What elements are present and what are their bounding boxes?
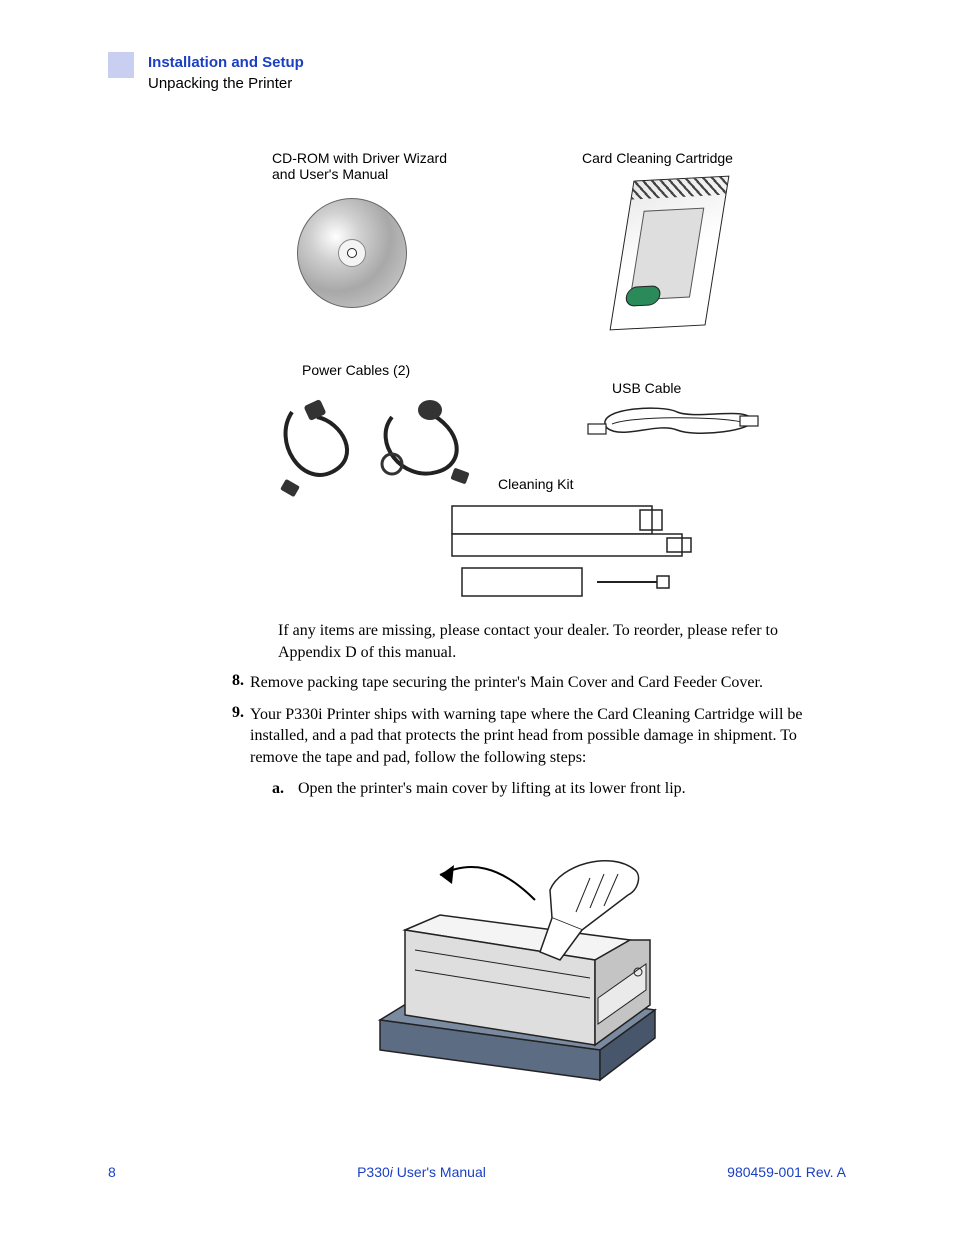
footer-manual-title: P330i User's Manual bbox=[116, 1164, 727, 1180]
section-title: Installation and Setup bbox=[148, 52, 304, 71]
page-number: 8 bbox=[108, 1164, 116, 1180]
step-9a: a. Open the printer's main cover by lift… bbox=[272, 778, 838, 800]
usb-cable-icon bbox=[582, 398, 762, 448]
step-9a-number: a. bbox=[272, 778, 298, 800]
step-9-text: Your P330i Printer ships with warning ta… bbox=[250, 706, 803, 766]
cd-hole bbox=[347, 248, 357, 258]
step-9: 9. Your P330i Printer ships with warning… bbox=[222, 704, 838, 800]
footer-title-part2: User's Manual bbox=[393, 1164, 486, 1180]
cleaning-kit-icon bbox=[442, 496, 702, 606]
cleaning-kit-label: Cleaning Kit bbox=[498, 476, 574, 492]
header-accent-box bbox=[108, 52, 134, 78]
cartridge-hatch bbox=[632, 177, 729, 200]
step-9-body: Your P330i Printer ships with warning ta… bbox=[250, 704, 838, 800]
section-subtitle: Unpacking the Printer bbox=[148, 75, 304, 92]
power-cable-icon bbox=[262, 382, 482, 502]
power-cables-label: Power Cables (2) bbox=[302, 362, 410, 378]
footer-title-part1: P330 bbox=[357, 1164, 390, 1180]
cartridge-illustration bbox=[622, 178, 717, 328]
footer-doc-rev: 980459-001 Rev. A bbox=[727, 1164, 846, 1180]
cd-disc-icon bbox=[297, 198, 407, 308]
usb-cable-label: USB Cable bbox=[612, 380, 681, 396]
cdrom-illustration bbox=[297, 198, 407, 308]
cartridge-label: Card Cleaning Cartridge bbox=[582, 150, 733, 166]
card-cleaning-cartridge-icon bbox=[610, 176, 730, 331]
cdrom-label-line1: CD-ROM with Driver Wizard bbox=[272, 150, 447, 166]
cartridge-roller bbox=[624, 285, 662, 307]
printer-icon bbox=[350, 820, 690, 1090]
usb-cable-illustration bbox=[582, 398, 762, 448]
step-9a-text: Open the printer's main cover by lifting… bbox=[298, 778, 686, 800]
page-header: Installation and Setup Unpacking the Pri… bbox=[108, 52, 304, 92]
page-footer: 8 P330i User's Manual 980459-001 Rev. A bbox=[108, 1164, 846, 1180]
step-9-number: 9. bbox=[222, 704, 250, 800]
missing-items-paragraph: If any items are missing, please contact… bbox=[278, 620, 838, 663]
power-cables-illustration bbox=[262, 382, 482, 502]
step-8: 8. Remove packing tape securing the prin… bbox=[222, 672, 838, 694]
cdrom-label-line2: and User's Manual bbox=[272, 166, 388, 182]
instruction-list: 8. Remove packing tape securing the prin… bbox=[222, 672, 838, 810]
step-8-text: Remove packing tape securing the printer… bbox=[250, 672, 838, 694]
printer-open-cover-illustration bbox=[350, 820, 690, 1095]
step-8-number: 8. bbox=[222, 672, 250, 694]
cdrom-label: CD-ROM with Driver Wizard and User's Man… bbox=[272, 150, 447, 182]
cleaning-kit-illustration bbox=[442, 496, 702, 606]
